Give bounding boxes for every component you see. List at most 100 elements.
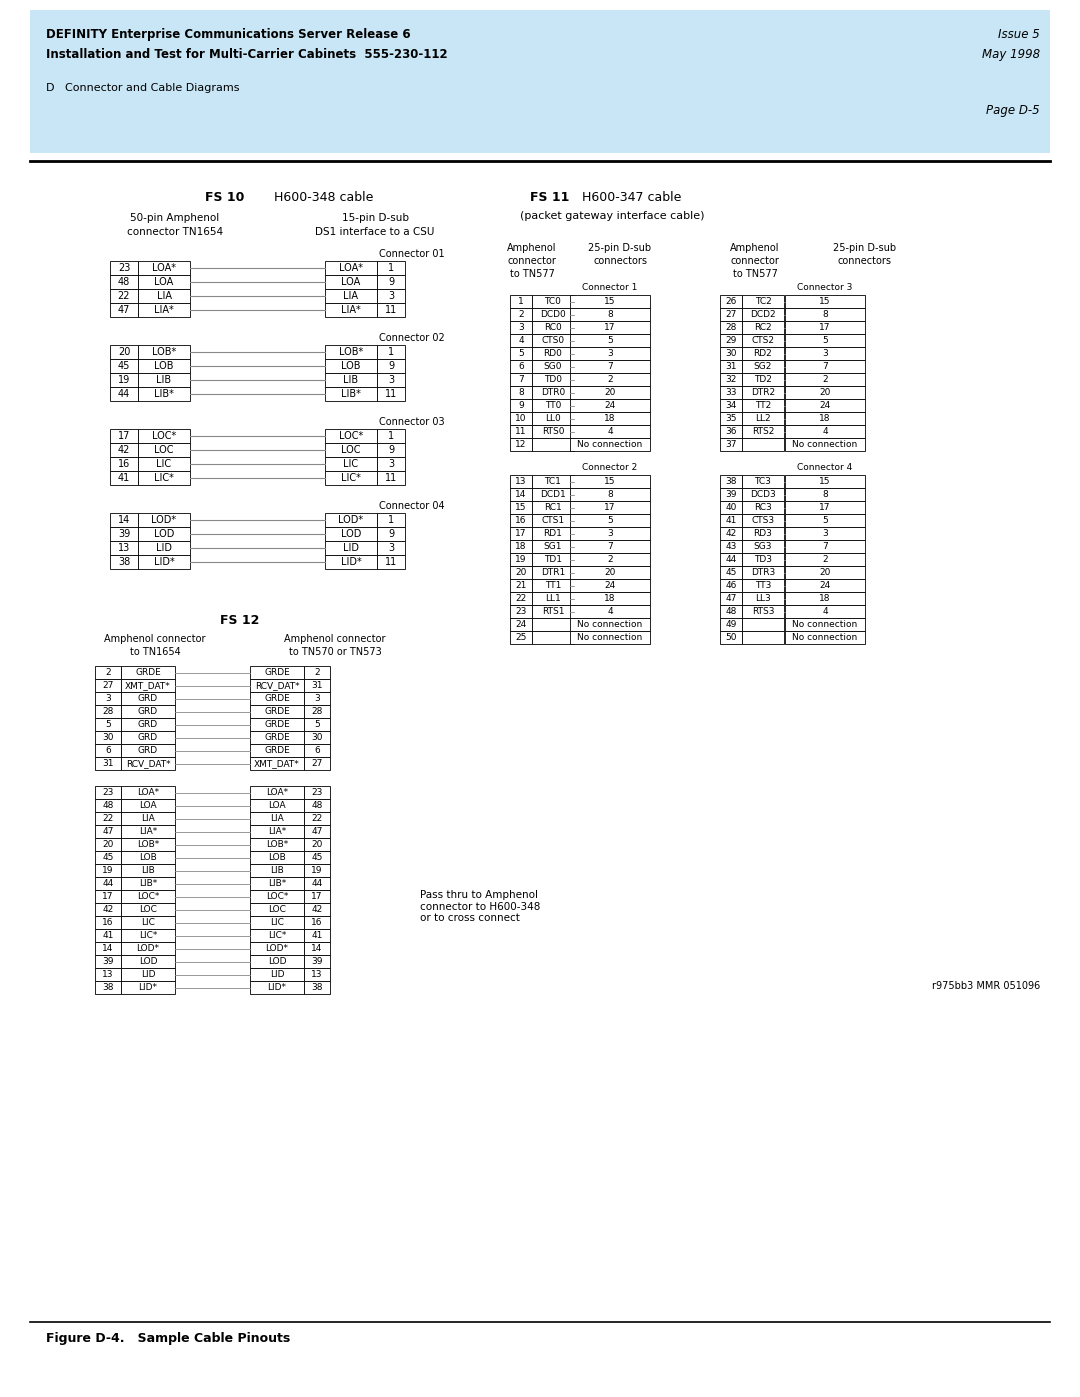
Text: RC0: RC0	[544, 323, 562, 332]
Bar	[121, 877, 175, 890]
Bar	[532, 605, 573, 617]
Bar	[785, 553, 865, 566]
Text: DCD2: DCD2	[751, 310, 775, 319]
Bar	[249, 679, 303, 692]
Text: 5: 5	[607, 337, 612, 345]
Text: 25-pin D-sub: 25-pin D-sub	[834, 243, 896, 253]
Text: 48: 48	[118, 277, 130, 286]
Bar	[720, 400, 742, 412]
Bar	[532, 631, 573, 644]
Text: 2: 2	[607, 555, 612, 564]
Bar	[720, 488, 742, 502]
Bar	[532, 386, 573, 400]
Text: 17: 17	[118, 432, 131, 441]
Bar	[720, 373, 742, 386]
Text: 3: 3	[388, 460, 394, 469]
Text: 3: 3	[822, 529, 828, 538]
Bar	[377, 443, 405, 457]
Bar	[377, 429, 405, 443]
Text: GRDE: GRDE	[265, 668, 289, 678]
Text: LOD*: LOD*	[151, 515, 176, 525]
Bar	[785, 295, 865, 307]
Bar	[110, 345, 138, 359]
Text: DTR2: DTR2	[751, 388, 775, 397]
Bar	[249, 718, 303, 731]
Bar	[532, 425, 573, 439]
Text: 15: 15	[604, 476, 616, 486]
Text: LID: LID	[140, 970, 156, 979]
Text: 21: 21	[515, 581, 527, 590]
Bar	[785, 578, 865, 592]
Bar	[510, 334, 532, 346]
Text: 6: 6	[518, 362, 524, 372]
Bar	[95, 731, 121, 745]
Text: RTS0: RTS0	[542, 427, 564, 436]
Bar	[785, 307, 865, 321]
Text: GRDE: GRDE	[265, 746, 289, 754]
Bar	[532, 617, 573, 631]
Text: LOC: LOC	[268, 905, 286, 914]
Bar	[121, 757, 175, 770]
Bar	[532, 439, 573, 451]
Text: DEFINITY Enterprise Communications Server Release 6: DEFINITY Enterprise Communications Serve…	[46, 28, 410, 41]
Bar	[110, 443, 138, 457]
Bar	[742, 425, 784, 439]
Text: 12: 12	[515, 440, 527, 448]
Bar	[742, 346, 784, 360]
Bar	[30, 10, 1050, 78]
Bar	[742, 527, 784, 541]
Bar	[510, 488, 532, 502]
Bar	[720, 425, 742, 439]
Text: RD2: RD2	[754, 349, 772, 358]
Text: LOB: LOB	[139, 854, 157, 862]
Text: 9: 9	[518, 401, 524, 409]
Text: Issue 5: Issue 5	[998, 28, 1040, 41]
Text: Connector 01: Connector 01	[379, 249, 445, 258]
Text: 8: 8	[607, 490, 612, 499]
Text: 38: 38	[726, 476, 737, 486]
Text: TC0: TC0	[544, 298, 562, 306]
Text: 30: 30	[726, 349, 737, 358]
Bar	[303, 718, 330, 731]
Text: 5: 5	[822, 515, 828, 525]
Bar	[303, 863, 330, 877]
Bar	[95, 812, 121, 826]
Text: Figure D-4.   Sample Cable Pinouts: Figure D-4. Sample Cable Pinouts	[46, 1331, 291, 1345]
Text: LID: LID	[156, 543, 172, 553]
Bar	[303, 787, 330, 799]
Text: connector TN1654: connector TN1654	[127, 226, 224, 237]
Bar	[720, 605, 742, 617]
Bar	[303, 666, 330, 679]
Text: 17: 17	[311, 893, 323, 901]
Text: LOA*: LOA*	[152, 263, 176, 272]
Text: GRD: GRD	[138, 694, 158, 703]
Text: LIB: LIB	[343, 374, 359, 386]
Bar	[249, 692, 303, 705]
Bar	[325, 345, 377, 359]
Text: 11: 11	[384, 388, 397, 400]
Text: 5: 5	[822, 337, 828, 345]
Text: 4: 4	[822, 608, 827, 616]
Bar	[742, 295, 784, 307]
Text: LOA: LOA	[268, 800, 286, 810]
Text: LIA: LIA	[141, 814, 154, 823]
Bar	[110, 457, 138, 471]
Bar	[570, 592, 650, 605]
Text: 15: 15	[820, 476, 831, 486]
Bar	[325, 457, 377, 471]
Bar	[303, 826, 330, 838]
Text: 4: 4	[822, 427, 827, 436]
Text: 48: 48	[311, 800, 323, 810]
Text: 9: 9	[388, 360, 394, 372]
Bar	[249, 877, 303, 890]
Bar	[249, 942, 303, 956]
Text: 42: 42	[311, 905, 323, 914]
Bar	[742, 475, 784, 488]
Text: 2: 2	[607, 374, 612, 384]
Text: 20: 20	[311, 840, 323, 849]
Text: Connector 04: Connector 04	[379, 502, 445, 511]
Bar	[30, 101, 1050, 154]
Bar	[249, 731, 303, 745]
Text: 25: 25	[515, 633, 527, 643]
Bar	[570, 631, 650, 644]
